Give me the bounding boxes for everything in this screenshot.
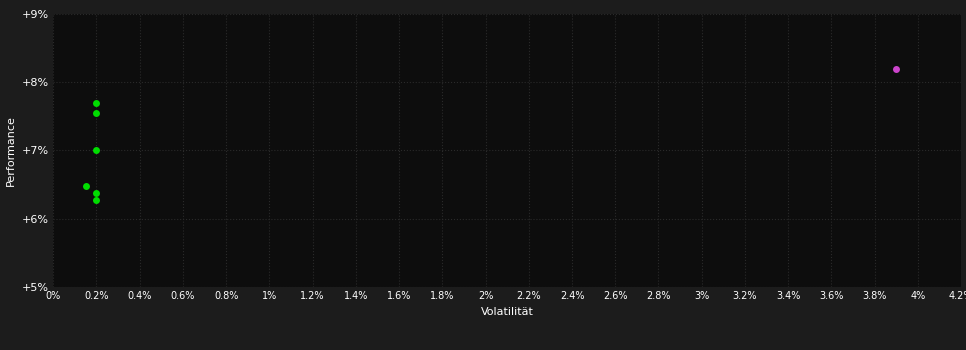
Point xyxy=(89,190,104,196)
Point xyxy=(89,100,104,105)
Y-axis label: Performance: Performance xyxy=(7,115,16,186)
Point xyxy=(89,110,104,116)
Point xyxy=(889,66,904,71)
Point xyxy=(89,197,104,202)
X-axis label: Volatilität: Volatilität xyxy=(481,307,533,317)
Point xyxy=(78,183,94,189)
Point xyxy=(89,148,104,153)
